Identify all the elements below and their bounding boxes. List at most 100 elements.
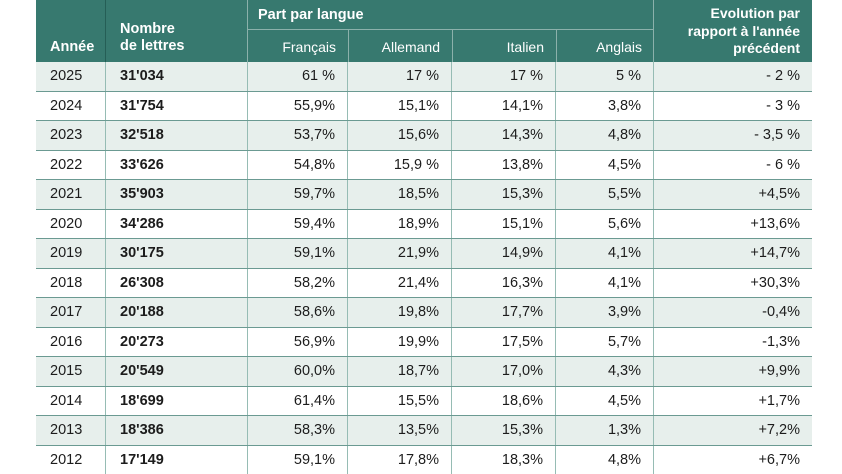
italian-cell: 15,3% bbox=[451, 180, 555, 209]
french-cell: 59,4% bbox=[247, 209, 347, 238]
german-cell: 15,9 % bbox=[347, 150, 451, 179]
column-header-nombre-line1: Nombre bbox=[120, 21, 175, 37]
table-header: Année Nombre de lettres Part par langue … bbox=[36, 0, 812, 62]
year-cell: 2016 bbox=[50, 333, 83, 350]
english-cell: 4,3% bbox=[555, 357, 653, 386]
table-body: 2025 31'034 61 % 17 % 17 % 5 % - 2 % 202… bbox=[36, 62, 812, 474]
french-cell: 54,8% bbox=[247, 150, 347, 179]
language-subheaders: Français Allemand Italien Anglais bbox=[248, 30, 653, 62]
french-cell: 59,1% bbox=[247, 239, 347, 268]
french-cell: 55,9% bbox=[247, 91, 347, 120]
italian-cell: 13,8% bbox=[451, 150, 555, 179]
italian-cell: 14,9% bbox=[451, 239, 555, 268]
italian-cell: 17,0% bbox=[451, 357, 555, 386]
german-cell: 17 % bbox=[347, 62, 451, 91]
german-cell: 18,9% bbox=[347, 209, 451, 238]
letters-cell: 31'034 bbox=[105, 62, 247, 91]
french-cell: 56,9% bbox=[247, 327, 347, 356]
german-cell: 17,8% bbox=[347, 445, 451, 474]
english-cell: 5,7% bbox=[555, 327, 653, 356]
evolution-header-line1: Evolution par bbox=[710, 5, 800, 21]
italian-cell: 15,1% bbox=[451, 209, 555, 238]
year-cell: 2015 bbox=[50, 363, 83, 380]
year-cell: 2022 bbox=[50, 156, 83, 173]
table-row: 2022 33'626 54,8% 15,9 % 13,8% 4,5% - 6 … bbox=[36, 149, 812, 179]
column-header-nombre-de-lettres: Nombre de lettres bbox=[105, 0, 247, 62]
year-cell: 2019 bbox=[50, 245, 83, 262]
french-cell: 61,4% bbox=[247, 386, 347, 415]
year-cell: 2021 bbox=[50, 186, 83, 203]
table-row: 2020 34'286 59,4% 18,9% 15,1% 5,6% +13,6… bbox=[36, 208, 812, 238]
table-row: 2013 18'386 58,3% 13,5% 15,3% 1,3% +7,2% bbox=[36, 415, 812, 445]
letters-cell: 30'175 bbox=[105, 239, 247, 268]
french-cell: 60,0% bbox=[247, 357, 347, 386]
evolution-cell: +4,5% bbox=[653, 180, 812, 209]
evolution-cell: - 3 % bbox=[653, 91, 812, 120]
german-cell: 15,6% bbox=[347, 121, 451, 150]
column-header-francais: Français bbox=[282, 39, 336, 55]
italian-cell: 14,3% bbox=[451, 121, 555, 150]
french-cell: 58,6% bbox=[247, 298, 347, 327]
english-cell: 3,8% bbox=[555, 91, 653, 120]
column-header-evolution: Evolution par rapport à l'année précéden… bbox=[653, 0, 812, 62]
italian-cell: 18,6% bbox=[451, 386, 555, 415]
english-cell: 3,9% bbox=[555, 298, 653, 327]
evolution-cell: +14,7% bbox=[653, 239, 812, 268]
french-cell: 59,7% bbox=[247, 180, 347, 209]
english-cell: 5 % bbox=[555, 62, 653, 91]
letters-cell: 20'549 bbox=[105, 357, 247, 386]
table-row: 2025 31'034 61 % 17 % 17 % 5 % - 2 % bbox=[36, 62, 812, 91]
evolution-cell: +1,7% bbox=[653, 386, 812, 415]
evolution-cell: +9,9% bbox=[653, 357, 812, 386]
letters-cell: 26'308 bbox=[105, 268, 247, 297]
german-cell: 18,5% bbox=[347, 180, 451, 209]
table-row: 2016 20'273 56,9% 19,9% 17,5% 5,7% -1,3% bbox=[36, 326, 812, 356]
column-header-italien: Italien bbox=[452, 30, 556, 62]
german-cell: 19,8% bbox=[347, 298, 451, 327]
year-cell: 2018 bbox=[50, 274, 83, 291]
italian-cell: 16,3% bbox=[451, 268, 555, 297]
italian-cell: 17,7% bbox=[451, 298, 555, 327]
evolution-cell: - 3,5 % bbox=[653, 121, 812, 150]
table-row: 2017 20'188 58,6% 19,8% 17,7% 3,9% -0,4% bbox=[36, 297, 812, 327]
column-header-nombre-line2: de lettres bbox=[120, 38, 185, 54]
letters-cell: 17'149 bbox=[105, 445, 247, 474]
column-header-allemand: Allemand bbox=[348, 30, 452, 62]
letters-cell: 20'273 bbox=[105, 327, 247, 356]
table-row: 2015 20'549 60,0% 18,7% 17,0% 4,3% +9,9% bbox=[36, 356, 812, 386]
evolution-cell: - 2 % bbox=[653, 62, 812, 91]
statistics-table: Année Nombre de lettres Part par langue … bbox=[36, 0, 812, 474]
english-cell: 1,3% bbox=[555, 416, 653, 445]
german-cell: 19,9% bbox=[347, 327, 451, 356]
german-cell: 18,7% bbox=[347, 357, 451, 386]
english-cell: 5,6% bbox=[555, 209, 653, 238]
evolution-cell: -1,3% bbox=[653, 327, 812, 356]
year-cell: 2025 bbox=[50, 68, 83, 85]
english-cell: 4,8% bbox=[555, 121, 653, 150]
letters-cell: 33'626 bbox=[105, 150, 247, 179]
english-cell: 4,5% bbox=[555, 386, 653, 415]
year-cell: 2012 bbox=[50, 451, 83, 468]
year-cell: 2023 bbox=[50, 127, 83, 144]
letters-cell: 18'386 bbox=[105, 416, 247, 445]
letters-cell: 18'699 bbox=[105, 386, 247, 415]
french-cell: 58,3% bbox=[247, 416, 347, 445]
year-cell: 2014 bbox=[50, 392, 83, 409]
column-header-annee: Année bbox=[50, 39, 95, 55]
table-row: 2019 30'175 59,1% 21,9% 14,9% 4,1% +14,7… bbox=[36, 238, 812, 268]
english-cell: 4,8% bbox=[555, 445, 653, 474]
german-cell: 15,1% bbox=[347, 91, 451, 120]
french-cell: 59,1% bbox=[247, 445, 347, 474]
german-cell: 13,5% bbox=[347, 416, 451, 445]
evolution-cell: +30,3% bbox=[653, 268, 812, 297]
french-cell: 58,2% bbox=[247, 268, 347, 297]
year-cell: 2020 bbox=[50, 215, 83, 232]
evolution-cell: +13,6% bbox=[653, 209, 812, 238]
italian-cell: 17,5% bbox=[451, 327, 555, 356]
letters-cell: 31'754 bbox=[105, 91, 247, 120]
table-row: 2018 26'308 58,2% 21,4% 16,3% 4,1% +30,3… bbox=[36, 267, 812, 297]
table-row: 2023 32'518 53,7% 15,6% 14,3% 4,8% - 3,5… bbox=[36, 120, 812, 150]
column-group-title: Part par langue bbox=[248, 0, 653, 30]
table-row: 2014 18'699 61,4% 15,5% 18,6% 4,5% +1,7% bbox=[36, 385, 812, 415]
evolution-cell: -0,4% bbox=[653, 298, 812, 327]
